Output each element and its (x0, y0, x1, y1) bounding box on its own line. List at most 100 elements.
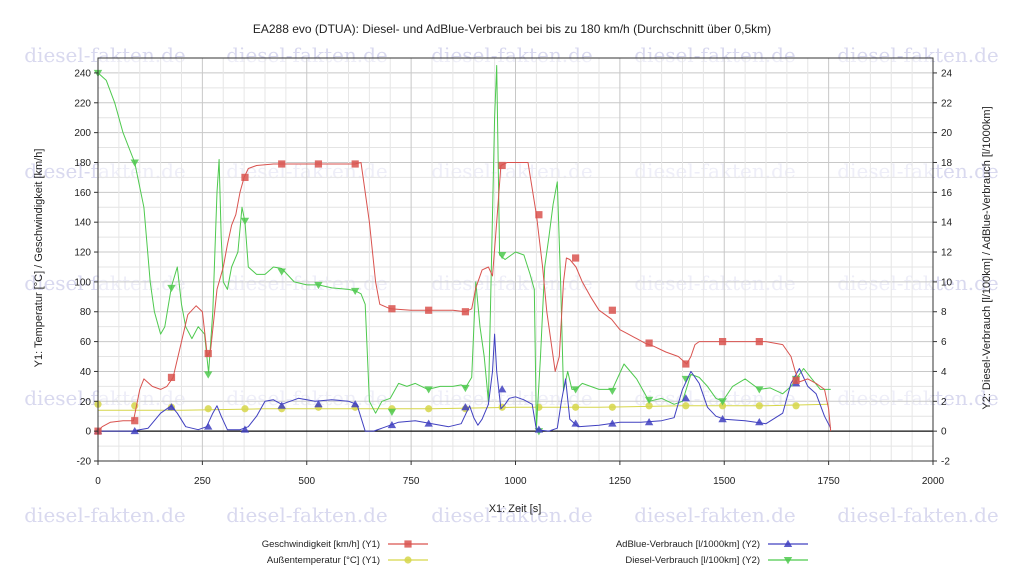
y-tick-label: 120 (74, 248, 91, 259)
watermark-4-1: diesel-fakten.de (226, 503, 387, 527)
x-axis-label: X1: Zeit [s] (489, 503, 542, 515)
series-point-0 (498, 161, 506, 170)
series-point-2 (314, 400, 323, 408)
series-point-0 (388, 305, 396, 313)
series-line-2 (98, 333, 832, 432)
tick-labels: -20020406080100120140160180200220240-202… (74, 68, 952, 487)
y2-tick-label: 2 (941, 397, 947, 408)
series-point-0 (425, 306, 433, 314)
x-tick-label: 1750 (818, 476, 841, 487)
series-point-0 (314, 160, 323, 168)
series-point-2 (644, 417, 654, 426)
series-point-3 (497, 252, 507, 260)
chart-title: EA288 evo (DTUA): Diesel- und AdBlue-Ver… (253, 22, 771, 36)
series-point-1 (204, 405, 212, 413)
x-tick-label: 500 (298, 476, 315, 487)
x-tick-label: 1250 (609, 476, 632, 487)
legend-label-1: Außentemperatur [°C] (Y1) (267, 555, 380, 566)
series-point-2 (497, 385, 507, 393)
series-point-2 (571, 419, 580, 427)
series-point-1 (755, 402, 763, 410)
grid-lines (97, 57, 934, 462)
y-tick-label: 20 (80, 397, 92, 408)
legend-marker-0 (404, 540, 412, 548)
series-point-0 (241, 173, 249, 182)
series-point-3 (718, 398, 727, 406)
y-tick-label: 240 (74, 68, 91, 79)
series-point-1 (608, 403, 616, 411)
series-point-3 (424, 386, 433, 394)
series-point-0 (755, 337, 763, 346)
legend-marker-3 (783, 557, 793, 565)
series-point-2 (461, 403, 470, 411)
x-tick-label: 2000 (922, 476, 945, 487)
watermark-4-0: diesel-fakten.de (24, 503, 185, 527)
series-point-2 (755, 417, 764, 426)
x-tick-label: 250 (194, 476, 211, 487)
y2-tick-label: 24 (941, 68, 953, 79)
y2-tick-label: 4 (941, 367, 947, 378)
series-point-0 (131, 417, 139, 425)
y-tick-label: 200 (74, 128, 91, 139)
series-point-2 (681, 394, 691, 402)
y2-tick-label: 12 (941, 248, 953, 259)
y-tick-label: 0 (85, 427, 91, 438)
y-tick-label: 60 (80, 337, 92, 348)
y2-tick-label: 10 (941, 277, 953, 288)
series-point-1 (425, 405, 433, 413)
y2-tick-label: 20 (941, 128, 953, 139)
series-point-3 (277, 268, 286, 276)
series-point-3 (461, 384, 470, 393)
series-point-3 (204, 371, 213, 379)
series-0 (94, 160, 832, 435)
x-tick-label: 1000 (504, 476, 527, 487)
y-tick-label: 80 (80, 307, 92, 318)
legend: Geschwindigkeit [km/h] (Y1) Außentemperat… (262, 539, 808, 566)
x-tick-label: 750 (403, 476, 420, 487)
y2-axis-label: Y2: Diesel-Verbrauch [l/100km] / AdBlue-… (981, 106, 993, 409)
series-point-1 (645, 402, 653, 410)
series-point-1 (572, 403, 580, 411)
legend-marker-1 (404, 556, 412, 564)
y-tick-label: 40 (80, 367, 92, 378)
y-tick-label: 180 (74, 158, 91, 169)
series-point-3 (608, 387, 617, 396)
y2-tick-label: 18 (941, 158, 953, 169)
series-layer (93, 65, 832, 436)
series-point-1 (682, 402, 690, 410)
x-tick-label: 1500 (713, 476, 736, 487)
y-tick-label: 100 (74, 277, 91, 288)
y2-tick-label: 16 (941, 188, 953, 199)
series-point-3 (571, 386, 580, 394)
series-point-2 (167, 403, 176, 411)
y2-tick-label: 22 (941, 98, 953, 109)
series-point-0 (278, 160, 286, 168)
series-point-0 (718, 337, 727, 346)
series-point-0 (351, 160, 359, 168)
series-point-2 (277, 401, 286, 409)
series-point-0 (572, 254, 580, 262)
y-axis-label: Y1: Temperatur [°C] / Geschwindigkeit [k… (33, 149, 45, 368)
series-point-1 (792, 402, 800, 410)
series-point-3 (755, 386, 764, 394)
series-point-2 (350, 400, 360, 408)
series-point-0 (461, 308, 469, 316)
y2-tick-label: 14 (941, 218, 953, 229)
series-point-0 (792, 376, 800, 384)
y-tick-label: 140 (74, 218, 91, 229)
y-tick-label: 220 (74, 98, 91, 109)
watermark-4-3: diesel-fakten.de (634, 503, 795, 527)
series-point-3 (314, 281, 323, 290)
series-point-2 (718, 415, 727, 423)
series-point-3 (387, 408, 397, 416)
legend-label-2: AdBlue-Verbrauch [l/1000km] (Y2) (616, 539, 760, 550)
series-point-3 (240, 217, 250, 225)
y2-tick-label: 0 (941, 427, 947, 438)
series-point-3 (350, 287, 360, 296)
series-point-0 (682, 360, 690, 368)
series-point-0 (608, 306, 616, 314)
series-point-2 (534, 425, 544, 433)
series-point-0 (645, 339, 653, 347)
series-point-0 (535, 211, 543, 219)
